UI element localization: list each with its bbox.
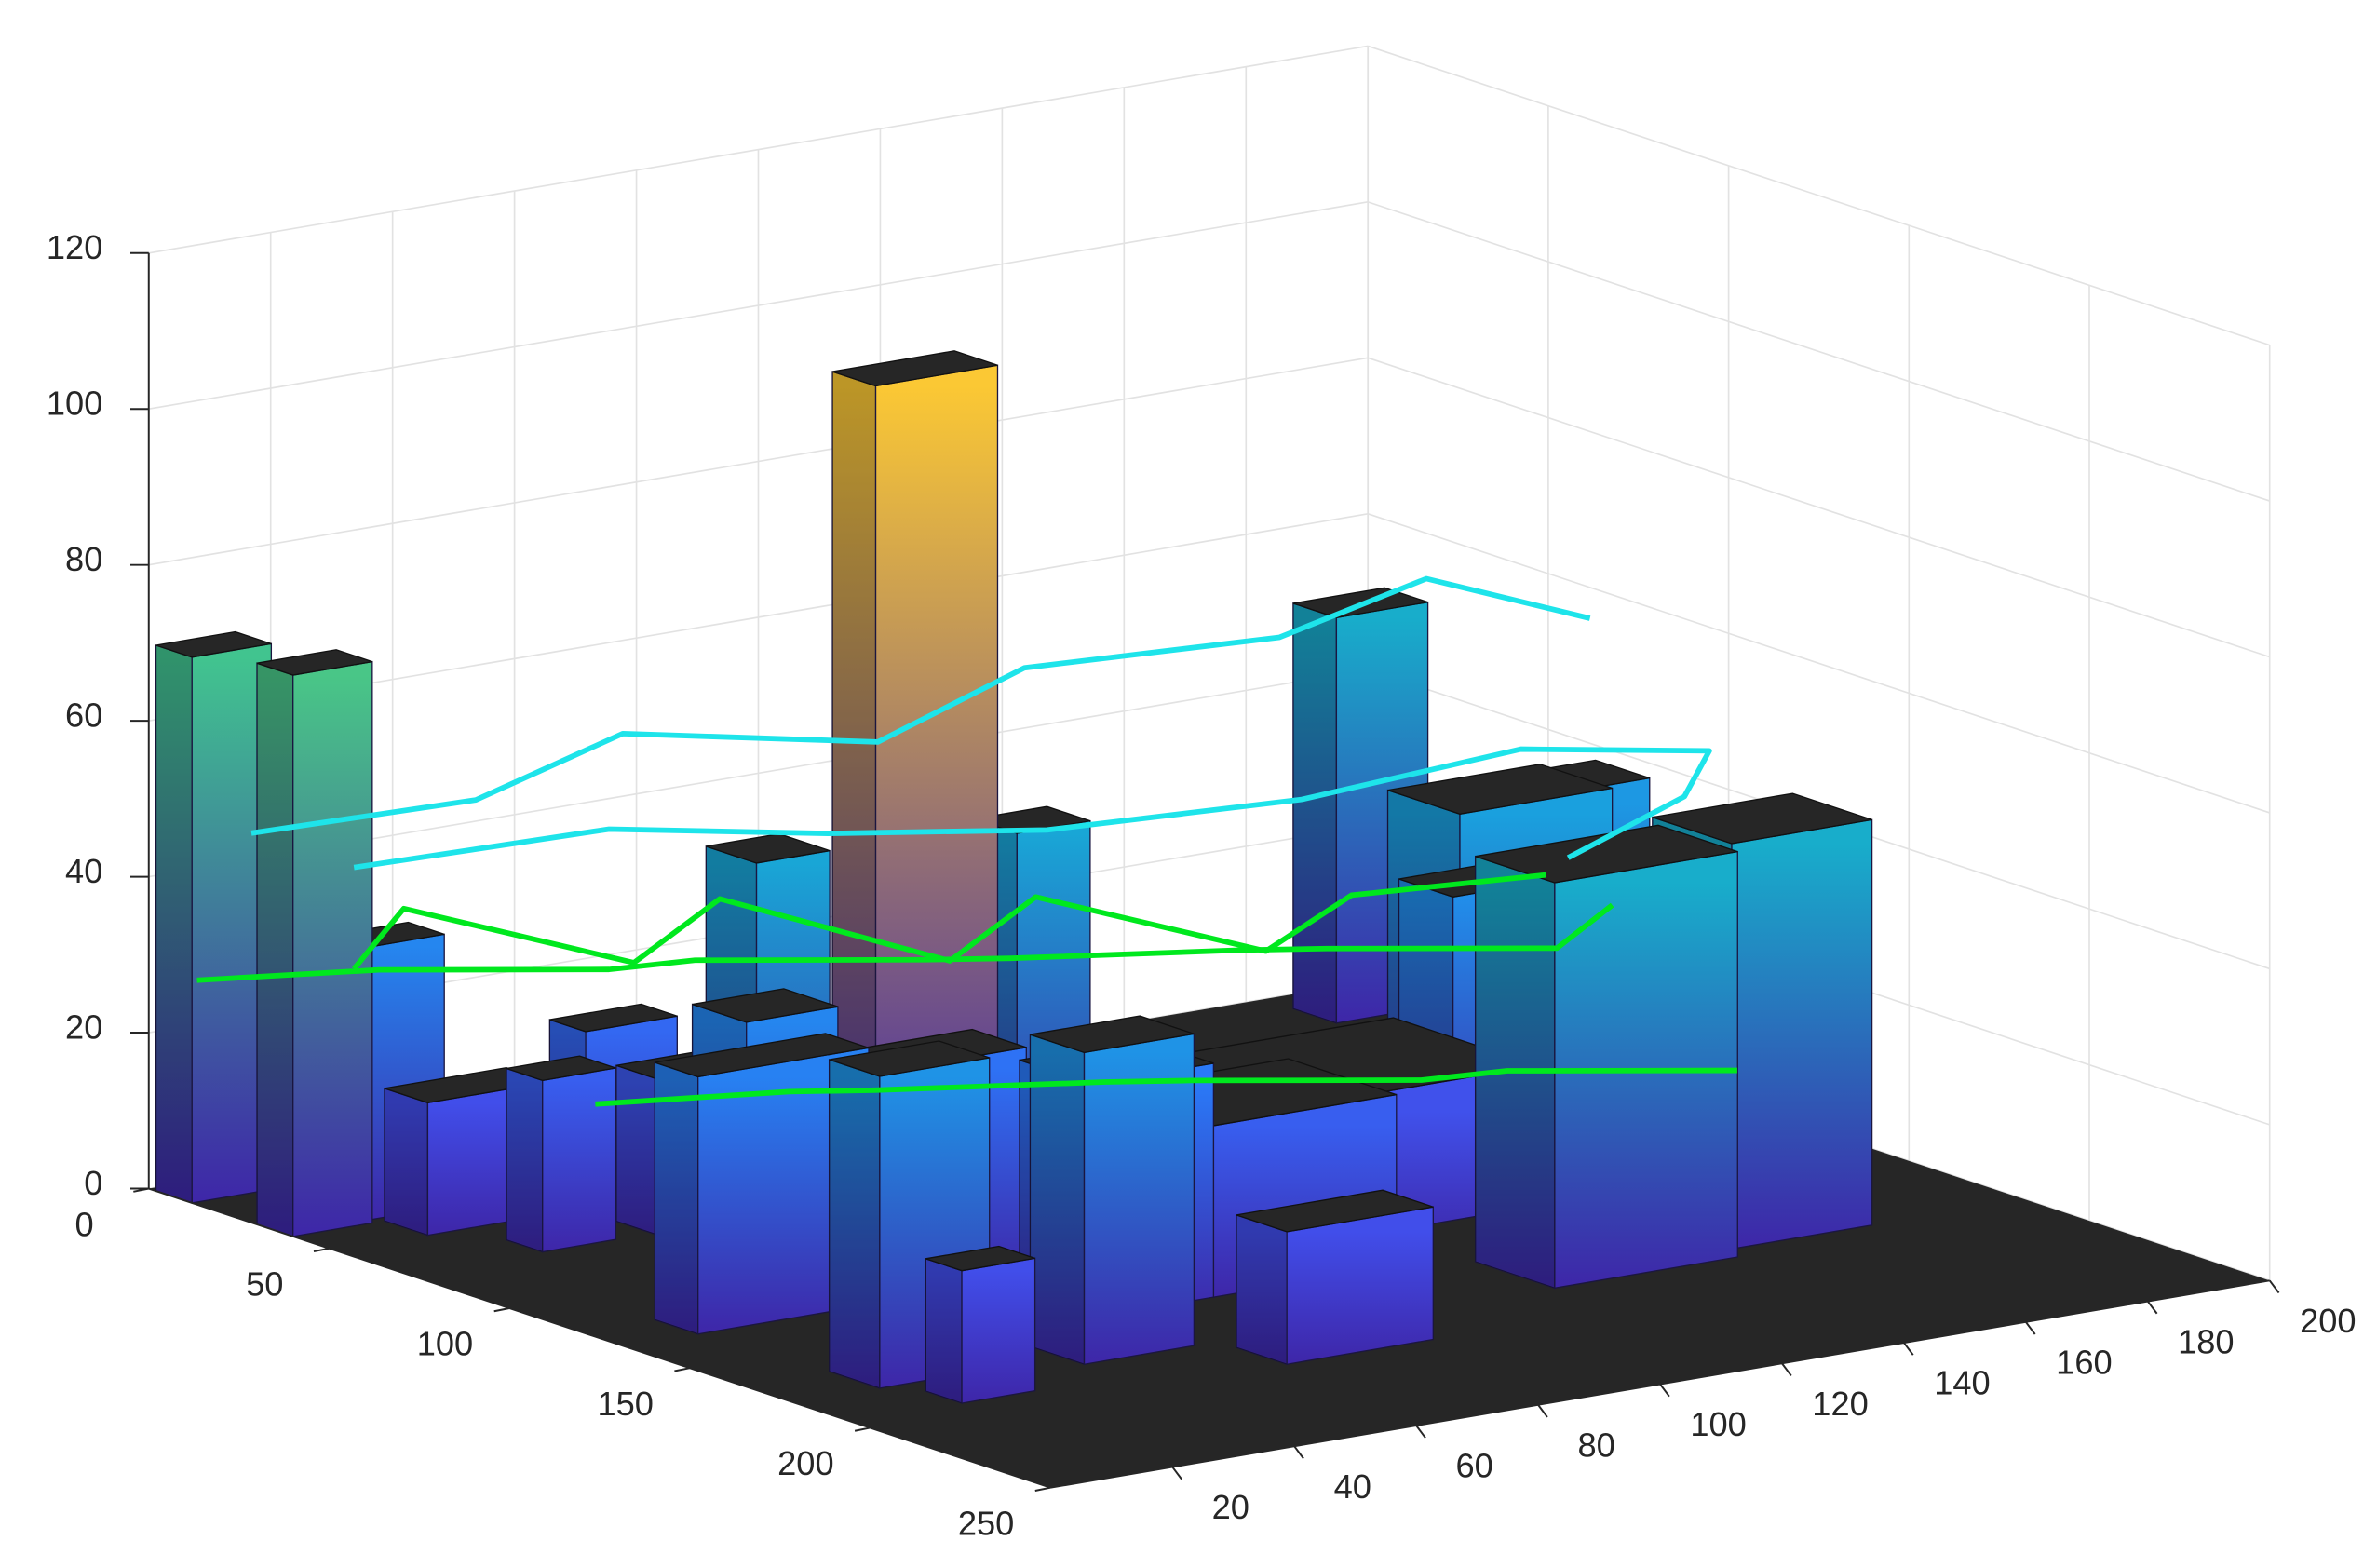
building-top <box>925 1245 1035 1272</box>
building-top <box>1475 824 1738 884</box>
building-front <box>292 660 373 1237</box>
flight-path <box>353 746 1712 871</box>
x-tick-label: 40 <box>1334 1467 1371 1506</box>
x-tick-label: 80 <box>1577 1426 1614 1464</box>
grid-line <box>1367 512 2270 814</box>
x-tick <box>1293 1445 1304 1459</box>
building-top <box>506 1055 616 1082</box>
z-tick-label: 60 <box>65 696 102 734</box>
building-top <box>155 630 272 658</box>
building-shade <box>1030 1034 1085 1365</box>
grid-line <box>1367 357 2270 658</box>
building-top <box>1387 764 1613 815</box>
y-tick-label: 200 <box>777 1444 833 1482</box>
building-front <box>1731 818 1873 1250</box>
building-top <box>1030 1015 1195 1054</box>
y-tick-label: 50 <box>246 1264 283 1303</box>
x-tick <box>2268 1279 2280 1294</box>
flight-path <box>196 902 1614 983</box>
building-shade <box>256 663 293 1237</box>
x-tick <box>1171 1466 1182 1480</box>
building-top <box>692 988 839 1023</box>
x-tick-label: 160 <box>2056 1343 2112 1381</box>
building-front <box>961 1257 1036 1404</box>
y-tick-label: 150 <box>597 1385 653 1423</box>
x-tick-label: 200 <box>2300 1302 2356 1340</box>
x-tick-label: 20 <box>1212 1488 1249 1526</box>
building-top <box>549 1003 678 1033</box>
grid-line <box>1367 45 2270 346</box>
x-tick <box>1537 1404 1548 1418</box>
building-shade <box>925 1258 963 1404</box>
x-tick-label: 140 <box>1934 1364 1990 1402</box>
x-tick <box>1903 1342 1914 1356</box>
buildings <box>155 350 1873 1404</box>
building-shade <box>1292 602 1337 1023</box>
x-tick <box>1781 1362 1792 1377</box>
flight-path <box>351 872 1546 971</box>
z-tick-label: 80 <box>65 540 102 578</box>
building-top <box>256 649 373 676</box>
z-tick-label: 40 <box>65 852 102 890</box>
building-shade <box>832 372 876 1228</box>
building-shade <box>615 1065 668 1238</box>
z-tick-label: 120 <box>47 228 102 266</box>
x-tick <box>1659 1383 1670 1398</box>
building-shade <box>829 1060 880 1388</box>
building-top <box>829 1040 990 1077</box>
grid-line <box>148 201 1369 411</box>
x-tick <box>2025 1321 2036 1335</box>
building-shade <box>384 1088 428 1236</box>
y-tick-label: 0 <box>75 1205 94 1243</box>
y-tick <box>493 1307 510 1313</box>
axes: 0 20 40 60 80 100 120 0 50 100 150 200 250 20 40 60 80 10… <box>47 228 2357 1542</box>
building-shade <box>1236 1214 1288 1365</box>
grid-line <box>148 45 1369 254</box>
y-tick-label: 250 <box>958 1504 1014 1542</box>
building-top <box>1236 1189 1434 1233</box>
x-tick-label: 100 <box>1690 1405 1746 1443</box>
building-shade <box>155 644 193 1203</box>
z-tick-label: 20 <box>65 1007 102 1046</box>
building-front <box>542 1067 616 1253</box>
x-tick-label: 60 <box>1456 1447 1493 1485</box>
y-axis <box>148 1187 1051 1489</box>
x-tick-label: 180 <box>2178 1322 2234 1360</box>
flight-path <box>595 1067 1737 1107</box>
grid-line <box>1367 201 2270 502</box>
building-shade <box>506 1068 543 1252</box>
building-top <box>1652 792 1872 845</box>
y-tick <box>1034 1486 1051 1492</box>
x-tick-label: 120 <box>1812 1385 1868 1423</box>
y-tick-label: 100 <box>417 1325 473 1363</box>
y-tick <box>133 1187 149 1193</box>
flight-path <box>250 575 1591 836</box>
x-tick <box>2146 1300 2158 1315</box>
y-tick <box>854 1426 871 1432</box>
y-tick <box>313 1247 330 1253</box>
z-tick-label: 0 <box>84 1164 102 1202</box>
x-tick <box>1415 1425 1426 1439</box>
paths <box>196 575 1737 1107</box>
y-tick <box>674 1367 691 1372</box>
building-top <box>706 832 831 864</box>
building-shade <box>655 1062 698 1334</box>
building-top <box>655 1033 870 1078</box>
building-top <box>831 350 998 387</box>
grid-line <box>148 357 1369 566</box>
building-front <box>1286 1206 1434 1365</box>
z-tick-label: 100 <box>47 385 102 423</box>
